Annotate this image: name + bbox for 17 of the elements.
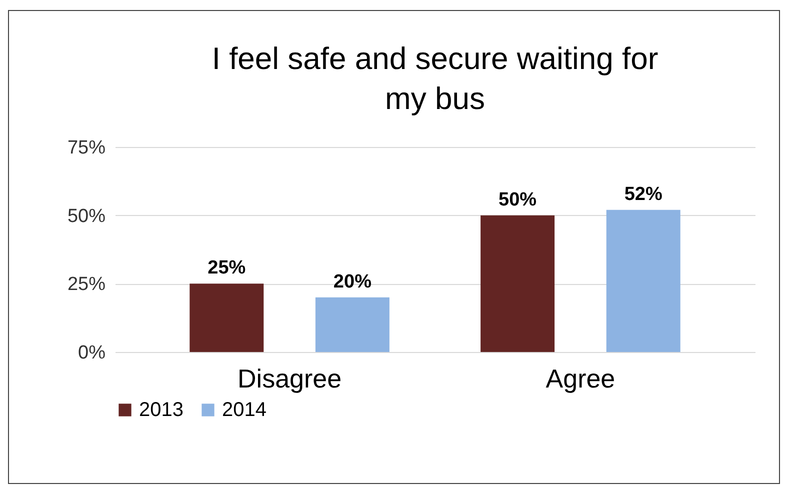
data-label: 20% [333, 271, 372, 292]
legend-label: 2014 [222, 399, 266, 421]
data-label: 50% [498, 189, 537, 210]
bar [315, 297, 390, 352]
bar [480, 215, 555, 352]
y-tick-label: 50% [67, 206, 106, 227]
legend-label: 2013 [139, 399, 184, 421]
data-label: 52% [624, 184, 662, 205]
y-tick-label: 75% [67, 138, 106, 158]
data-label: 25% [208, 258, 246, 279]
y-tick-label: 25% [67, 274, 106, 296]
chart-title: I feel safe and secure waiting for my bus [212, 41, 658, 116]
x-tick-label: Agree [546, 364, 616, 394]
bar [190, 284, 264, 352]
bar [606, 210, 680, 352]
x-tick-label: Disagree [238, 364, 342, 394]
y-tick-label: 0% [78, 342, 106, 364]
